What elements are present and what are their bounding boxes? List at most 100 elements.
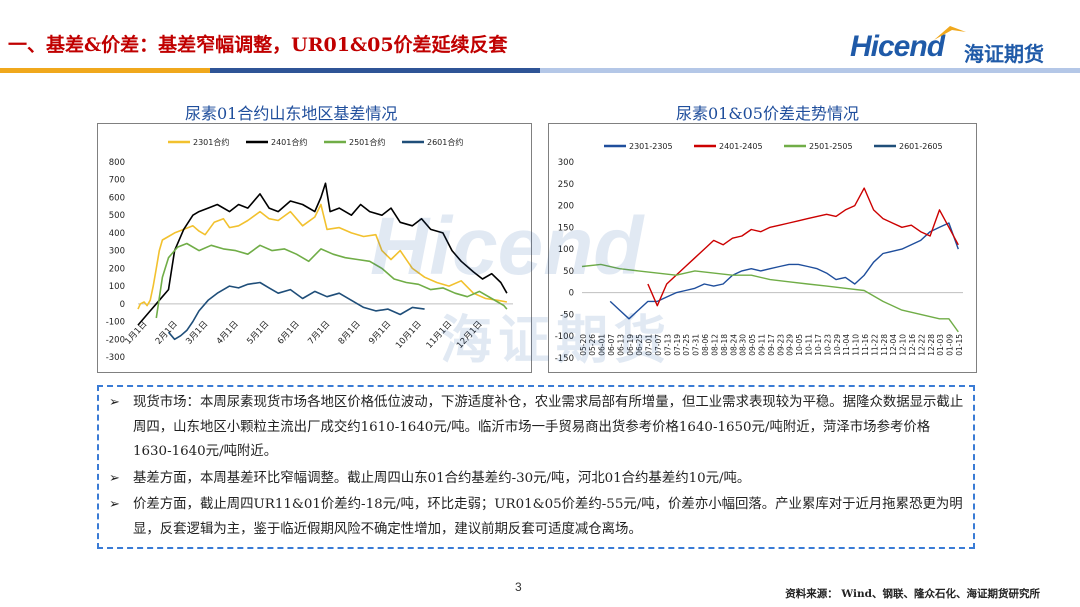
- x-tick-label: 08-30: [739, 334, 748, 356]
- y-tick-label: -200: [106, 335, 125, 345]
- y-tick-label: 500: [109, 211, 125, 221]
- basis-chart-frame: -300 -200 -100 0 100 200 300 400 500 600 700 800 1月1…: [97, 123, 532, 373]
- y-tick-label: -300: [106, 353, 125, 363]
- y-tick-label: 600: [109, 193, 125, 203]
- x-tick-label: 09-29: [786, 334, 795, 356]
- y-tick-label: 200: [109, 264, 125, 274]
- series-line-2401-2405: [647, 187, 959, 307]
- legend-label: 2501合约: [349, 137, 385, 147]
- x-tick-label: 08-12: [710, 334, 719, 356]
- x-tick-label: 06-01: [598, 334, 607, 356]
- series-line-2301合约: [137, 203, 508, 310]
- x-tick-label: 08-06: [701, 334, 710, 356]
- y-tick-label: -100: [555, 332, 574, 342]
- bullet-text: 现货市场：本周尿素现货市场各地区价格低位波动，下游适度补仓，农业需求局部有所增量…: [133, 395, 964, 459]
- y-tick-label: 0: [120, 300, 125, 310]
- logo-text-en: Hicend: [850, 30, 945, 63]
- x-tick-label: 1月1日: [123, 319, 149, 346]
- y-tick-label: 400: [109, 229, 125, 239]
- chart-title-spread: 尿素01&05价差走势情况: [676, 104, 859, 123]
- series-line-2301-2305: [609, 222, 959, 320]
- legend-label: 2601-2605: [899, 142, 943, 151]
- x-tick-label: 07-19: [673, 334, 682, 356]
- series-line-2501-2505: [581, 263, 959, 333]
- y-tick-label: 100: [109, 282, 125, 292]
- x-tick-label: 5月1日: [245, 319, 271, 346]
- x-tick-label: 01-15: [955, 334, 964, 356]
- x-tick-label: 12-28: [927, 334, 936, 356]
- x-tick-label: 12月1日: [455, 319, 485, 350]
- x-tick-label: 2月1日: [154, 319, 180, 346]
- y-tick-label: 0: [569, 289, 574, 299]
- x-tick-label: 06-07: [607, 334, 616, 356]
- x-tick-label: 09-11: [758, 334, 767, 356]
- x-tick-label: 07-25: [682, 334, 691, 356]
- source-note: 资料来源： Wind、钢联、隆众石化、海证期货研究所: [785, 588, 1040, 600]
- y-tick-label: -100: [106, 318, 125, 328]
- series-line-2401合约: [137, 182, 508, 326]
- x-tick-label: 01-09: [946, 334, 955, 356]
- x-tick-label: 12-22: [917, 334, 926, 356]
- x-tick-label: 06-19: [626, 334, 635, 356]
- bullet-text: 价差方面，截止周四UR11&01价差约-18元/吨，环比走弱；UR01&05价差…: [133, 497, 963, 537]
- bullet-text: 基差方面，本周基差环比窄幅调整。截止周四山东01合约基差约-30元/吨，河北01…: [133, 470, 751, 486]
- x-tick-label: 05-26: [588, 334, 597, 356]
- slide-title: 一、基差&价差：基差窄幅调整，UR01&05价差延续反套: [8, 34, 508, 56]
- x-tick-label: 8月1日: [337, 319, 363, 346]
- x-tick-label: 11-16: [861, 334, 870, 356]
- legend-label: 2301合约: [193, 137, 229, 147]
- arrow-bullet-icon: ➢: [109, 497, 120, 512]
- logo-swoosh-icon: [934, 26, 966, 40]
- spread-chart-frame: -150 -100 -50 0 50 100 150 200 250 300 05-20 05-26 0…: [548, 123, 977, 373]
- x-tick-label: 12-16: [908, 334, 917, 356]
- x-tick-label: 10-11: [805, 334, 814, 356]
- x-tick-label: 09-05: [748, 334, 757, 356]
- y-tick-label: 800: [109, 158, 125, 168]
- x-tick-label: 06-13: [616, 334, 625, 356]
- x-tick-label: 11-10: [852, 334, 861, 356]
- x-tick-label: 09-17: [767, 334, 776, 356]
- x-tick-label: 12-04: [889, 334, 898, 356]
- x-tick-label: 06-25: [635, 334, 644, 356]
- bullet-spread: ➢ 价差方面，截止周四UR11&01价差约-18元/吨，环比走弱；UR01&05…: [107, 493, 965, 542]
- x-tick-label: 6月1日: [276, 319, 302, 346]
- x-tick-label: 11-28: [880, 334, 889, 356]
- series-line-2601合约: [167, 281, 425, 341]
- arrow-bullet-icon: ➢: [109, 395, 120, 410]
- y-tick-label: 700: [109, 176, 125, 186]
- y-tick-label: 150: [558, 223, 574, 233]
- y-tick-label: 250: [558, 180, 574, 190]
- x-tick-label: 07-13: [663, 334, 672, 356]
- x-tick-label: 10-23: [823, 334, 832, 356]
- x-tick-label: 01-03: [936, 334, 945, 356]
- x-tick-label: 07-01: [645, 334, 654, 356]
- x-tick-label: 08-18: [720, 334, 729, 356]
- y-tick-label: 100: [558, 245, 574, 255]
- basis-chart: -300 -200 -100 0 100 200 300 400 500 600 700 800 1月1…: [106, 137, 513, 363]
- logo-text-cn: 海证期货: [964, 42, 1044, 66]
- y-tick-label: -150: [555, 354, 574, 364]
- x-tick-label: 07-31: [692, 334, 701, 356]
- y-tick-label: -50: [560, 310, 574, 320]
- series-line-2501合约: [155, 242, 508, 319]
- bullet-basis: ➢ 基差方面，本周基差环比窄幅调整。截止周四山东01合约基差约-30元/吨，河北…: [107, 467, 965, 492]
- y-tick-label: 50: [563, 267, 574, 277]
- x-tick-label: 4月1日: [215, 319, 241, 346]
- legend-label: 2401-2405: [719, 142, 763, 151]
- x-tick-label: 07-07: [654, 334, 663, 356]
- chart-title-basis: 尿素01合约山东地区基差情况: [185, 104, 398, 123]
- x-tick-label: 11-22: [870, 334, 879, 356]
- x-tick-label: 05-20: [579, 334, 588, 356]
- x-tick-label: 10-05: [795, 334, 804, 356]
- page-number: 3: [515, 580, 522, 594]
- y-tick-label: 200: [558, 202, 574, 212]
- header-divider: [0, 68, 1080, 73]
- x-tick-label: 7月1日: [306, 319, 332, 346]
- arrow-bullet-icon: ➢: [109, 470, 120, 486]
- bullet-spot-market: ➢ 现货市场：本周尿素现货市场各地区价格低位波动，下游适度补仓，农业需求局部有所…: [107, 391, 965, 465]
- company-logo: Hicend 海证期货: [850, 24, 1060, 68]
- legend-label: 2501-2505: [809, 142, 853, 151]
- legend-label: 2301-2305: [629, 142, 673, 151]
- legend-label: 2601合约: [427, 137, 463, 147]
